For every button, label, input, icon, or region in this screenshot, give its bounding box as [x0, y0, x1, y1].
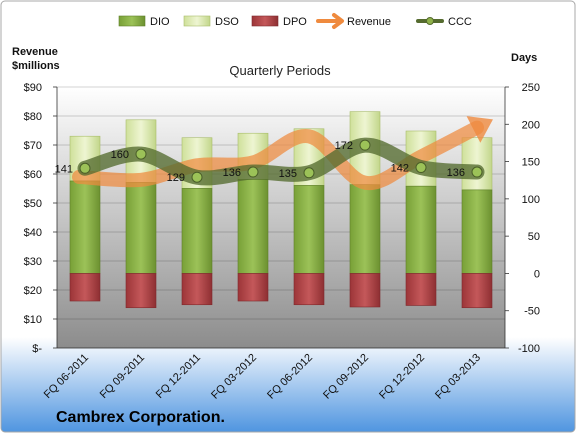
bar-dpo	[237, 273, 269, 302]
legend-label-ccc: CCC	[448, 16, 472, 28]
left-axis-tick-label: $-	[32, 343, 42, 355]
plot-area	[57, 87, 505, 348]
bar-dio	[237, 179, 269, 274]
bar-dio	[293, 185, 325, 274]
right-axis-title: Days	[511, 52, 537, 64]
ccc-data-label: 129	[167, 172, 185, 184]
left-axis-tick-label: $30	[24, 256, 42, 268]
ccc-point	[359, 139, 371, 151]
legend-swatch-dpo	[251, 15, 279, 27]
ccc-point	[135, 148, 147, 160]
ccc-point	[247, 166, 259, 178]
ccc-point	[79, 162, 91, 174]
right-axis-tick-label: -50	[524, 306, 540, 318]
bar-dso	[461, 137, 493, 191]
left-axis-tick-label: $90	[24, 82, 42, 94]
ccc-point	[191, 171, 203, 183]
bar-dpo	[125, 273, 157, 309]
left-axis-tick-label: $60	[24, 169, 42, 181]
right-axis-tick-label: -100	[518, 343, 540, 355]
ccc-point	[471, 166, 483, 178]
ccc-data-label: 141	[55, 163, 73, 175]
ccc-data-label: 135	[279, 168, 297, 180]
legend-label-dpo: DPO	[283, 16, 307, 28]
right-axis-tick-label: 200	[522, 119, 540, 131]
right-axis-tick-label: 250	[522, 82, 540, 94]
bar-dpo	[69, 273, 101, 302]
bar-dio	[125, 182, 157, 274]
right-axis-tick-label: 0	[534, 268, 540, 280]
right-axis-tick-label: 150	[522, 157, 540, 169]
bar-dpo	[349, 273, 381, 308]
ccc-point	[303, 167, 315, 179]
ccc-series	[77, 137, 485, 186]
left-axis-title-line1: Revenue	[12, 46, 58, 58]
bar-dpo	[293, 273, 325, 306]
legend-swatch-dso	[183, 15, 211, 27]
legend: DIO DSO DPO Revenue CCC	[118, 13, 472, 29]
bar-dpo	[461, 273, 493, 309]
legend-marker-ccc-icon	[426, 17, 434, 25]
ccc-data-label: 172	[335, 140, 353, 152]
bar-dio	[349, 184, 381, 274]
bar-dio	[461, 189, 493, 274]
bar-dpo	[405, 273, 437, 306]
left-axis-title-line2: $millions	[12, 60, 60, 72]
company-name: Cambrex Corporation.	[56, 409, 225, 426]
ccc-line	[77, 137, 485, 186]
revenue-arrowhead	[466, 116, 493, 143]
ccc-data-labels: 141 160 129 136 135 172 142 136	[55, 140, 465, 184]
bar-dio	[181, 188, 213, 274]
ccc-data-label: 160	[111, 149, 129, 161]
legend-label-dso: DSO	[215, 16, 239, 28]
ccc-data-label: 142	[391, 163, 409, 175]
ccc-data-label: 136	[223, 167, 241, 179]
legend-label-dio: DIO	[150, 16, 170, 28]
left-axis: $- $10 $20 $30 $40 $50 $60 $70 $80 $90	[24, 82, 58, 355]
bar-dio	[69, 180, 101, 274]
right-axis: -100 -50 0 50 100 150 200 250	[504, 82, 540, 355]
chart-title: Quarterly Periods	[229, 63, 331, 78]
bar-dio	[405, 185, 437, 274]
bar-dpo	[181, 273, 213, 306]
left-axis-tick-label: $40	[24, 227, 42, 239]
legend-label-revenue: Revenue	[347, 16, 391, 28]
right-axis-tick-label: 50	[528, 231, 540, 243]
left-axis-tick-label: $10	[24, 314, 42, 326]
ccc-data-label: 136	[447, 167, 465, 179]
ccc-point	[415, 162, 427, 174]
left-axis-tick-label: $20	[24, 285, 42, 297]
legend-arrow-revenue-icon	[316, 13, 344, 29]
left-axis-tick-label: $80	[24, 111, 42, 123]
legend-swatch-dio	[118, 15, 146, 27]
left-axis-tick-label: $70	[24, 140, 42, 152]
right-axis-tick-label: 100	[522, 194, 540, 206]
left-axis-tick-label: $50	[24, 198, 42, 210]
